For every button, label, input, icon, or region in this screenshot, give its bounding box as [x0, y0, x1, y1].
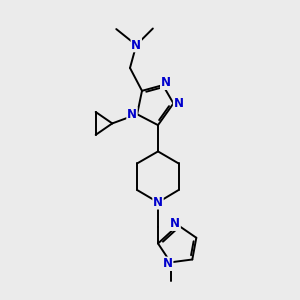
Text: N: N — [127, 108, 137, 121]
Text: N: N — [153, 196, 163, 209]
Text: N: N — [163, 257, 173, 270]
Text: N: N — [131, 39, 141, 52]
Text: N: N — [170, 217, 180, 230]
Text: N: N — [161, 76, 171, 89]
Text: N: N — [174, 97, 184, 110]
